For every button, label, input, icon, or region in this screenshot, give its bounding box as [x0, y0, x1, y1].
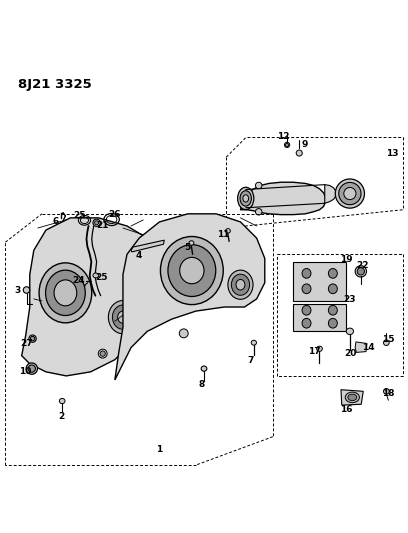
Ellipse shape — [302, 305, 311, 315]
Text: 22: 22 — [356, 261, 368, 270]
Ellipse shape — [344, 188, 356, 200]
Polygon shape — [325, 184, 336, 203]
Ellipse shape — [296, 150, 302, 156]
Ellipse shape — [28, 365, 35, 372]
Text: 17: 17 — [308, 347, 321, 356]
Text: 25: 25 — [95, 272, 108, 281]
Ellipse shape — [328, 318, 337, 328]
Ellipse shape — [328, 305, 337, 315]
Text: 13: 13 — [386, 149, 399, 158]
Text: 15: 15 — [382, 335, 395, 344]
Ellipse shape — [348, 394, 357, 401]
Polygon shape — [115, 214, 265, 380]
Ellipse shape — [180, 257, 204, 284]
Ellipse shape — [236, 279, 245, 290]
Ellipse shape — [339, 182, 361, 205]
Ellipse shape — [29, 335, 36, 342]
Ellipse shape — [317, 346, 322, 351]
Ellipse shape — [189, 241, 194, 245]
Ellipse shape — [160, 237, 223, 304]
Text: 10: 10 — [20, 367, 32, 376]
Ellipse shape — [231, 274, 250, 295]
Text: 18: 18 — [382, 389, 395, 398]
Text: 21: 21 — [96, 222, 109, 230]
Ellipse shape — [179, 329, 188, 338]
Ellipse shape — [109, 301, 137, 334]
Polygon shape — [355, 342, 367, 352]
Ellipse shape — [201, 366, 207, 372]
Text: 26: 26 — [109, 210, 121, 219]
Ellipse shape — [302, 284, 311, 294]
Ellipse shape — [384, 389, 389, 394]
Polygon shape — [131, 240, 164, 252]
Text: 16: 16 — [339, 405, 352, 414]
Ellipse shape — [346, 328, 353, 335]
Text: 24: 24 — [72, 276, 85, 285]
Ellipse shape — [226, 229, 231, 233]
Text: 11: 11 — [217, 230, 230, 239]
Ellipse shape — [240, 191, 251, 206]
Ellipse shape — [59, 398, 65, 403]
Ellipse shape — [118, 311, 128, 323]
Text: 3: 3 — [14, 286, 21, 295]
Ellipse shape — [228, 270, 253, 300]
Ellipse shape — [113, 305, 133, 329]
Ellipse shape — [302, 269, 311, 278]
Ellipse shape — [46, 270, 85, 316]
Ellipse shape — [328, 284, 337, 294]
Text: 8J21 3325: 8J21 3325 — [18, 78, 91, 91]
Ellipse shape — [335, 179, 364, 208]
Ellipse shape — [30, 336, 35, 341]
Ellipse shape — [357, 268, 364, 275]
Text: 4: 4 — [136, 251, 142, 260]
Text: 27: 27 — [20, 339, 33, 348]
Ellipse shape — [345, 392, 359, 402]
Text: 2: 2 — [58, 412, 64, 421]
Ellipse shape — [355, 265, 366, 277]
Ellipse shape — [39, 263, 92, 323]
Ellipse shape — [302, 318, 311, 328]
Polygon shape — [240, 182, 326, 215]
Ellipse shape — [255, 208, 262, 215]
Ellipse shape — [328, 269, 337, 278]
Polygon shape — [293, 304, 346, 332]
Text: 20: 20 — [344, 349, 357, 358]
Text: 12: 12 — [277, 132, 289, 141]
Text: 5: 5 — [185, 243, 191, 252]
Text: 1: 1 — [156, 445, 162, 454]
Ellipse shape — [93, 273, 99, 278]
Ellipse shape — [237, 187, 254, 209]
Ellipse shape — [284, 142, 290, 148]
Text: 23: 23 — [344, 295, 356, 304]
Ellipse shape — [98, 349, 107, 358]
Text: 14: 14 — [362, 343, 375, 352]
Text: 8: 8 — [198, 381, 205, 389]
Ellipse shape — [26, 363, 38, 374]
Ellipse shape — [251, 340, 257, 345]
Ellipse shape — [95, 221, 99, 225]
Ellipse shape — [168, 245, 216, 296]
Polygon shape — [293, 262, 346, 301]
Ellipse shape — [54, 280, 77, 306]
Ellipse shape — [243, 195, 248, 202]
Ellipse shape — [286, 143, 289, 147]
Text: 6: 6 — [53, 216, 59, 225]
Ellipse shape — [384, 340, 389, 345]
Text: 9: 9 — [301, 140, 308, 149]
Text: 7: 7 — [247, 356, 253, 365]
Text: 25: 25 — [73, 212, 85, 220]
Polygon shape — [341, 390, 363, 405]
Ellipse shape — [93, 219, 100, 227]
Ellipse shape — [100, 351, 105, 356]
Ellipse shape — [255, 182, 262, 189]
Text: 19: 19 — [340, 255, 353, 264]
Polygon shape — [22, 218, 164, 376]
Ellipse shape — [23, 287, 30, 293]
